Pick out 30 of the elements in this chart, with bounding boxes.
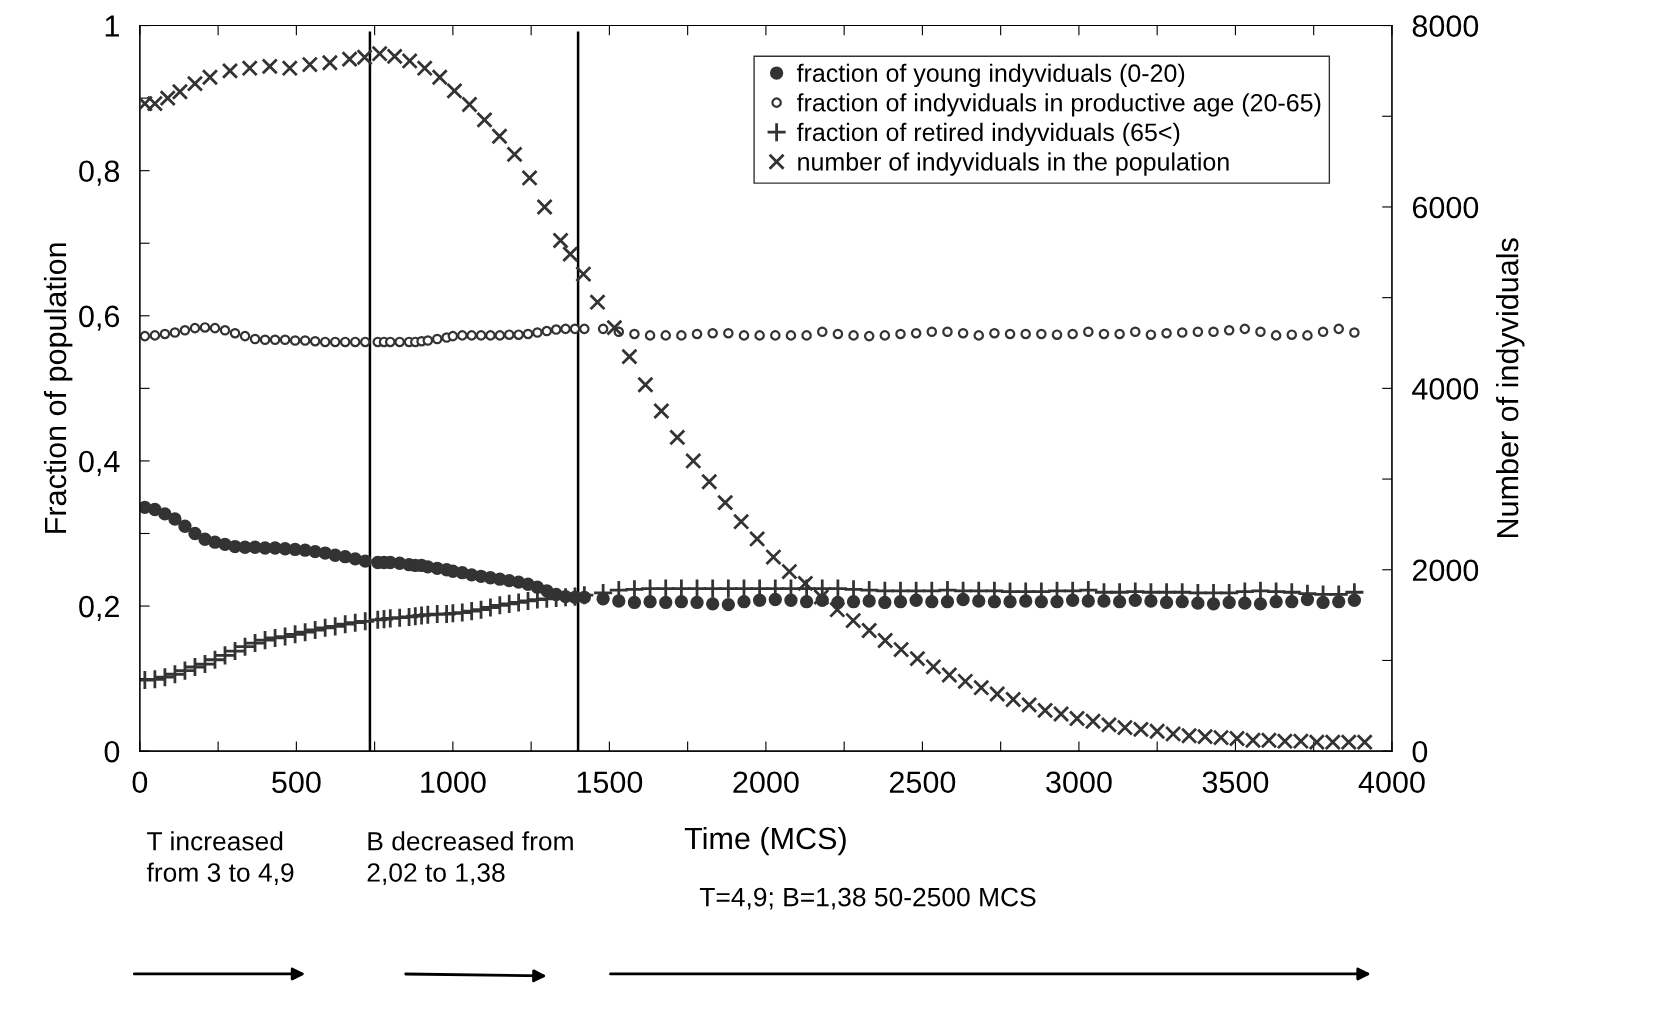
y-tick-label: 0 <box>104 740 120 763</box>
y2-tick-label: 0 <box>1412 740 1428 763</box>
x-tick-label: 1500 <box>577 771 643 794</box>
text: B decreased from 2,02 to 1,38 <box>367 831 573 885</box>
y2-tick-label: 8000 <box>1412 15 1479 37</box>
y-tick-label: 0,2 <box>79 595 119 622</box>
y2-tick-label: 6000 <box>1412 196 1479 219</box>
x-tick-label: 2500 <box>889 771 956 794</box>
x-tick-label: 3000 <box>1046 771 1112 794</box>
legend-label: number of indyviduals in the population <box>798 152 1229 176</box>
y-axis-title: Fraction of population <box>43 243 73 533</box>
legend-label: fraction of indyviduals in productive age (20-65) <box>796 93 1321 117</box>
y-tick-label: 0,8 <box>79 160 120 186</box>
legend-label: fraction of retired indyviduals (65<) <box>796 122 1180 147</box>
legend-label: fraction of young indyviduals (0-20) <box>796 63 1185 87</box>
x-axis-title: Time (MCS) <box>684 826 846 856</box>
y-tick-label: 0,6 <box>79 305 120 331</box>
x-tick-label: 3500 <box>1202 771 1269 794</box>
y-tick-label: 0,4 <box>79 450 120 476</box>
text: T=4,9; B=1,38 50-2500 MCS <box>699 887 1036 910</box>
y2-axis-title: Number of indyviduals <box>1496 238 1525 537</box>
x-tick-label: 4000 <box>1358 771 1425 794</box>
y2-tick-label: 2000 <box>1412 559 1479 582</box>
x-tick-label: 500 <box>272 771 321 794</box>
x-tick-label: 1000 <box>421 771 486 794</box>
x-tick-label: 2000 <box>733 771 799 794</box>
text: T increased from 3 to 4,9 <box>146 831 294 885</box>
y2-tick-label: 4000 <box>1412 378 1479 400</box>
x-tick-label: 0 <box>132 771 148 794</box>
y-tick-label: 1 <box>105 15 119 37</box>
